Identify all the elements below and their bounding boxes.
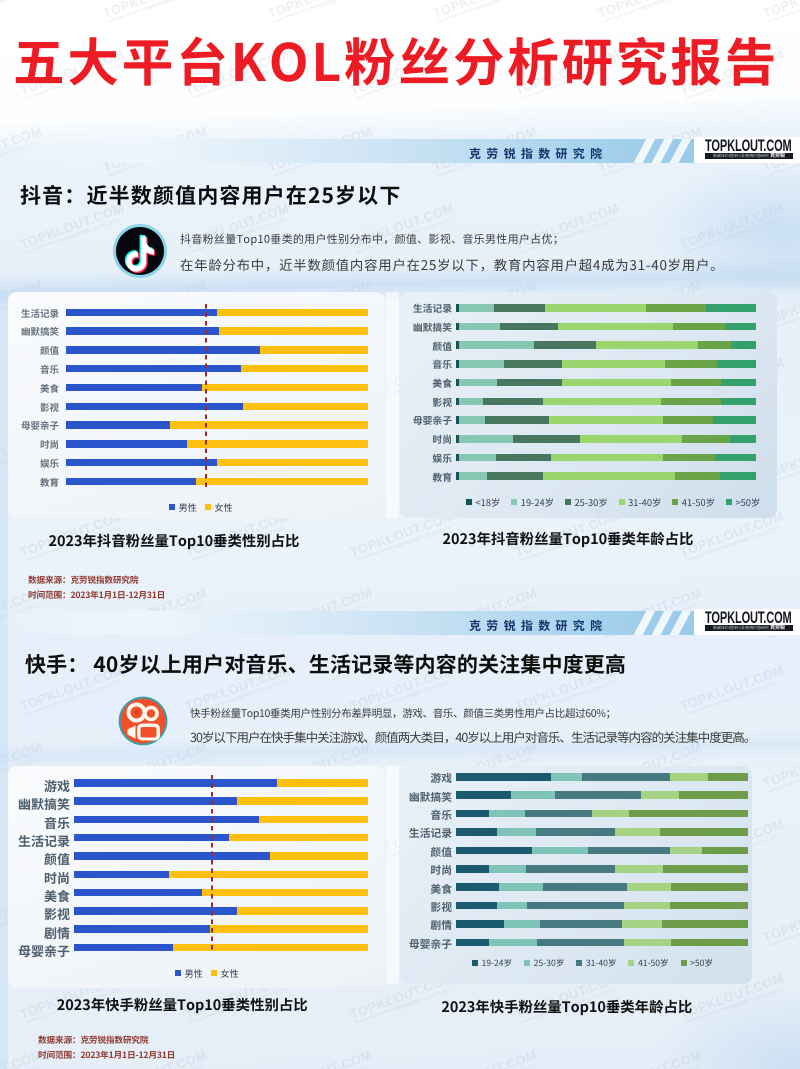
svg-text:TOPKLOUT.COM: TOPKLOUT.COM bbox=[431, 1047, 539, 1069]
svg-text:新媒体价值排行及营销价值研究: 新媒体价值排行及营销价值研究 bbox=[0, 0, 40, 12]
svg-text:TOPKLOUT.COM: TOPKLOUT.COM bbox=[266, 1047, 374, 1069]
